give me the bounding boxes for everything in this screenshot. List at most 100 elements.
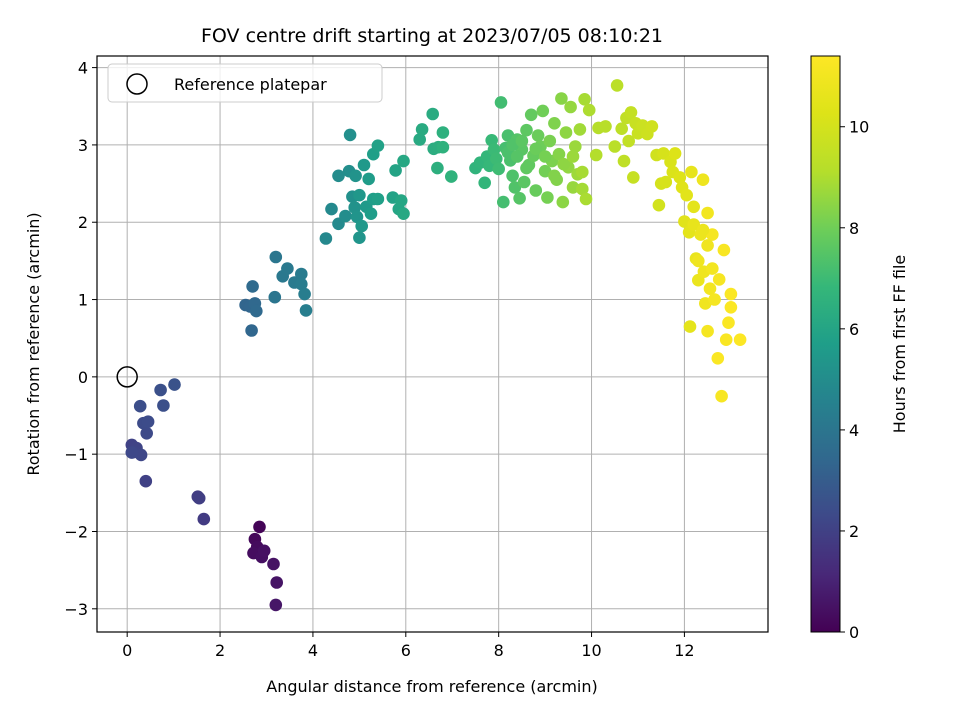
reference-point-marker — [116, 366, 138, 388]
scatter-point — [703, 282, 717, 296]
scatter-point — [541, 191, 554, 204]
scatter-point — [599, 120, 612, 133]
scatter-point — [715, 389, 728, 403]
scatter-point — [157, 399, 170, 412]
scatter-point — [253, 520, 266, 534]
scatter-point — [668, 147, 682, 160]
scatter-point — [529, 142, 543, 156]
legend-label: Reference platepar — [174, 75, 327, 94]
scatter-point — [490, 152, 503, 166]
scatter-point — [362, 172, 376, 186]
colorbar-tick-label: 10 — [849, 118, 869, 137]
scatter-point — [627, 171, 640, 184]
scatter-point — [197, 512, 211, 526]
y-tick-label: 3 — [78, 136, 88, 155]
scatter-point — [548, 169, 561, 183]
scatter-point — [413, 133, 427, 146]
scatter-point — [520, 161, 533, 175]
colorbar-tick-label: 6 — [849, 320, 859, 339]
x-tick-label: 6 — [401, 641, 411, 660]
scatter-point — [529, 184, 543, 197]
scatter-point — [724, 287, 738, 301]
scatter-point — [397, 154, 410, 168]
scatter-point — [257, 544, 271, 558]
scatter-point — [154, 383, 167, 397]
scatter-point — [566, 150, 580, 163]
scatter-point — [125, 446, 139, 459]
scatter-point — [478, 176, 492, 190]
scatter-point — [397, 207, 410, 220]
scatter-point — [364, 207, 378, 220]
scatter-point — [494, 96, 508, 109]
scatter-point — [724, 301, 738, 314]
scatter-point — [267, 557, 280, 571]
scatter-point — [722, 316, 735, 330]
scatter-point — [717, 243, 731, 257]
scatter-point — [371, 192, 385, 206]
scatter-point — [389, 164, 402, 177]
scatter-point — [536, 104, 550, 118]
y-tick-label: −2 — [64, 522, 88, 541]
scatter-point — [566, 181, 580, 194]
scatter-point — [139, 474, 153, 488]
scatter-point — [510, 150, 524, 163]
scatter-point — [140, 427, 153, 440]
y-axis-label: Rotation from reference (arcmin) — [24, 212, 43, 475]
scatter-point — [573, 123, 587, 136]
scatter-point — [515, 134, 529, 148]
scatter-point — [538, 150, 552, 163]
scatter-point — [733, 333, 747, 347]
scatter-point — [141, 415, 155, 429]
scatter-point — [415, 123, 429, 136]
scatter-point — [582, 103, 596, 117]
scatter-point — [431, 161, 444, 175]
legend: Reference platepar — [107, 63, 383, 103]
scatter-point — [497, 195, 510, 209]
scatter-point — [298, 287, 311, 301]
scatter-point — [245, 324, 258, 337]
scatter-point — [355, 219, 369, 233]
scatter-point — [295, 277, 308, 291]
y-tick-label: 4 — [78, 59, 88, 78]
scatter-point — [513, 192, 526, 205]
x-axis-label: Angular distance from reference (arcmin) — [266, 677, 597, 696]
x-tick-label: 2 — [215, 641, 225, 660]
scatter-point — [357, 158, 371, 172]
x-tick-label: 12 — [674, 641, 694, 660]
scatter-point — [610, 79, 624, 92]
scatter-point — [645, 120, 659, 133]
y-tick-label: 2 — [78, 213, 88, 232]
scatter-point — [133, 399, 147, 413]
scatter-point — [701, 206, 714, 220]
scatter-point — [246, 280, 259, 293]
x-tick-label: 0 — [122, 641, 132, 660]
scatter-point — [548, 117, 561, 130]
scatter-point — [706, 262, 719, 275]
scatter-point — [692, 254, 705, 268]
legend-marker-open-circle — [126, 73, 148, 95]
scatter-point — [683, 320, 697, 333]
scatter-point — [696, 173, 710, 186]
scatter-point — [706, 228, 719, 241]
scatter-point — [349, 169, 362, 183]
scatter-point — [576, 182, 589, 196]
scatter-point — [517, 175, 531, 189]
chart-title: FOV centre drift starting at 2023/07/05 … — [201, 25, 663, 47]
scatter-point — [436, 140, 450, 154]
scatter-point — [687, 200, 700, 214]
scatter-point — [436, 126, 450, 139]
y-tick-label: 0 — [78, 368, 88, 387]
legend-box — [107, 63, 383, 103]
scatter-point — [371, 139, 385, 152]
scatter-point — [615, 122, 628, 135]
scatter-point — [319, 232, 333, 245]
scatter-point — [712, 273, 726, 286]
scatter-point — [556, 195, 570, 209]
x-tick-label: 4 — [308, 641, 318, 660]
colorbar: 0 2 4 6 8 10 Hours from first FF file — [810, 55, 909, 642]
scatter-point — [268, 290, 282, 304]
scatter-point — [269, 250, 283, 264]
